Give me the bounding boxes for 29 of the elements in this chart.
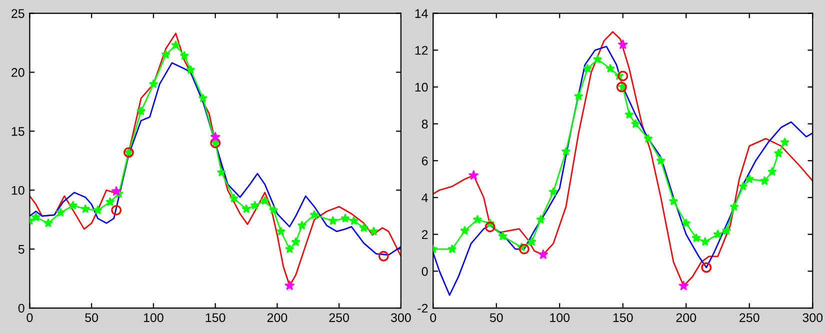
x-tick-label: 50 <box>490 313 503 322</box>
y-tick-label: 4 <box>422 193 428 202</box>
x-tick-label: 300 <box>802 313 823 322</box>
y-tick-label: 14 <box>415 9 428 18</box>
y-tick-label: 0 <box>18 304 24 313</box>
y-tick-label: 10 <box>415 82 428 92</box>
x-tick-label: 300 <box>391 313 411 322</box>
y-tick-label: 10 <box>12 186 24 195</box>
y-tick-label: 20 <box>12 68 24 77</box>
y-tick-label: 8 <box>422 120 428 128</box>
x-tick-label: 100 <box>550 313 570 322</box>
y-tick-label: 15 <box>12 127 24 136</box>
y-tick-label: -2 <box>418 304 428 313</box>
x-tick-label: 100 <box>144 313 164 322</box>
x-tick-label: 0 <box>430 313 436 322</box>
y-tick-label: 25 <box>12 9 24 18</box>
x-tick-label: 250 <box>329 313 350 322</box>
x-tick-label: 50 <box>85 313 98 322</box>
y-tick-label: 12 <box>415 46 428 55</box>
y-tick-label: 0 <box>422 266 428 276</box>
x-tick-label: 150 <box>206 313 226 322</box>
x-tick-label: 250 <box>740 313 760 322</box>
x-tick-label: 0 <box>26 313 33 322</box>
x-tick-label: 150 <box>613 313 633 322</box>
y-tick-label: 5 <box>18 245 24 254</box>
x-tick-label: 200 <box>676 313 696 322</box>
x-tick-label: 200 <box>267 313 288 322</box>
y-tick-label: 2 <box>422 230 428 239</box>
y-tick-label: 6 <box>422 156 428 166</box>
